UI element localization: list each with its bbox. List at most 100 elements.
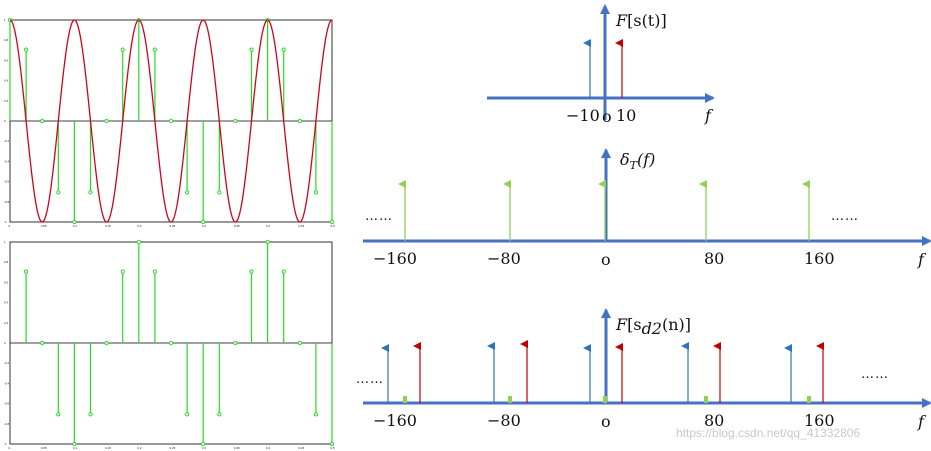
y-tick-label: -0.8 — [4, 200, 10, 204]
mid-label-pos80: 80 — [704, 249, 724, 268]
stem-marker — [152, 269, 157, 274]
plot-cosine-sampled: 0 0.05 0.1 0.15 0.2 0.25 0.3 0.35 0.4 0.45 0.5 1 0.8… — [4, 17, 335, 228]
x-tick-label: 0.15 — [105, 446, 111, 450]
mid-ellipsis-right: …… — [831, 209, 859, 224]
spectrum-sampled: F[sd2(n)] …… …… −160 −80 o 80 160 f — [356, 308, 931, 431]
x-tick-label: 0.45 — [298, 446, 304, 450]
bot-label-neg160: −160 — [373, 411, 417, 430]
spectrum-impulse-train: δT(f) …… …… −160 −80 o 80 160 f — [363, 148, 931, 269]
stem-marker — [281, 47, 286, 52]
mid-ellipsis-left: …… — [365, 209, 393, 224]
x-tick-label: 0.05 — [41, 446, 47, 450]
x-tick-label: 0 — [9, 224, 11, 228]
y-tick-label: 1 — [4, 240, 6, 244]
stem-marker — [185, 412, 190, 417]
stem-marker — [185, 190, 190, 195]
x-tick-label: 0.2 — [137, 224, 142, 228]
y-tick-label: -0.4 — [4, 159, 10, 163]
stem-marker — [104, 118, 109, 124]
stem-marker — [313, 190, 318, 195]
stem-marker — [297, 118, 302, 124]
stem-marker — [120, 47, 125, 52]
x-tick-label: 0.4 — [266, 446, 271, 450]
x-tick-label: 0 — [9, 446, 11, 450]
stem-marker — [56, 412, 61, 417]
stem-marker — [233, 340, 238, 346]
x-tick-label: 0.35 — [234, 446, 240, 450]
y-tick-label: 0.8 — [4, 38, 9, 42]
y-tick-label: -0.8 — [4, 422, 10, 426]
top-f-label: f — [704, 106, 714, 125]
y-tick-label: -0.6 — [4, 402, 10, 406]
stem-marker — [249, 47, 254, 52]
stem-marker — [265, 239, 270, 245]
stem-marker — [297, 340, 302, 346]
bot-green-mark-1 — [403, 396, 407, 403]
stem-marker — [72, 441, 77, 447]
stem-marker — [329, 219, 335, 225]
stem-marker — [281, 269, 286, 274]
top-origin: o — [602, 107, 612, 126]
mid-origin: o — [601, 250, 611, 269]
y-tick-label: 0.8 — [4, 260, 9, 264]
stem-marker — [168, 340, 174, 346]
x-tick-label: 0.25 — [170, 224, 176, 228]
stem-marker — [249, 269, 254, 274]
stem-marker — [120, 269, 125, 274]
plot1-ticks: 0 0.05 0.1 0.15 0.2 0.25 0.3 0.35 0.4 0.45 0.5 1 0.8… — [4, 18, 335, 228]
stem-marker — [24, 47, 29, 52]
x-tick-label: 0.5 — [331, 446, 336, 450]
bot-green-mark-5 — [807, 396, 811, 403]
bot-f-label: f — [917, 412, 927, 431]
x-tick-label: 0.4 — [266, 224, 271, 228]
mid-title: δT(f) — [620, 150, 655, 172]
y-tick-label: -0.2 — [4, 361, 10, 365]
spectrum-original: F[s(t)] −10 o 10 f — [487, 4, 715, 126]
x-tick-label: 0.25 — [170, 446, 176, 450]
stem-marker — [40, 118, 45, 124]
x-tick-label: 0.15 — [105, 224, 111, 228]
y-tick-label: 0.4 — [4, 79, 9, 83]
stem-marker — [168, 118, 174, 124]
y-tick-label: -0.6 — [4, 180, 10, 184]
y-tick-label: 0.6 — [4, 280, 9, 284]
y-tick-label: -0.2 — [4, 139, 10, 143]
watermark: https://blog.csdn.net/qq_41332806 — [676, 426, 860, 440]
stem-marker — [233, 118, 238, 124]
mid-label-neg160: −160 — [373, 249, 417, 268]
stem-marker — [329, 441, 335, 447]
y-tick-label: 0 — [4, 341, 6, 345]
x-tick-label: 0.05 — [41, 224, 47, 228]
plot1-cosine-curve — [9, 19, 333, 223]
mid-label-pos160: 160 — [804, 249, 835, 268]
y-tick-label: 0 — [4, 119, 6, 123]
y-tick-label: -1 — [4, 442, 7, 446]
stem-marker — [217, 190, 222, 195]
plot2-ticks: 0 0.05 0.1 0.15 0.2 0.25 0.3 0.35 0.4 0.45 0.5 1 0.8… — [4, 240, 335, 450]
stem-marker — [217, 412, 222, 417]
stem-marker — [201, 441, 206, 447]
top-label-pos10: 10 — [616, 106, 636, 125]
bot-ellipsis-right: …… — [861, 367, 889, 382]
x-tick-label: 0.1 — [73, 446, 78, 450]
y-tick-label: 0.6 — [4, 58, 9, 62]
bot-label-pos160: 160 — [804, 411, 835, 430]
stem-marker — [201, 219, 206, 225]
bot-green-mark-4 — [704, 396, 708, 403]
y-tick-label: 0.2 — [4, 321, 9, 325]
stem-marker — [24, 269, 29, 274]
stem-marker — [152, 47, 157, 52]
plot-samples-only: 0 0.05 0.1 0.15 0.2 0.25 0.3 0.35 0.4 0.45 0.5 1 0.8… — [4, 239, 335, 450]
stem-marker — [313, 412, 318, 417]
x-tick-label: 0.3 — [202, 446, 207, 450]
stem-marker — [136, 239, 141, 245]
x-tick-label: 0.2 — [137, 446, 142, 450]
stem-marker — [88, 412, 93, 417]
x-tick-label: 0.3 — [202, 224, 207, 228]
y-tick-label: 1 — [4, 18, 6, 22]
mid-f-label: f — [917, 250, 927, 269]
bot-label-neg80: −80 — [487, 411, 521, 430]
y-tick-label: -0.4 — [4, 381, 10, 385]
bot-green-mark-2 — [508, 396, 512, 403]
